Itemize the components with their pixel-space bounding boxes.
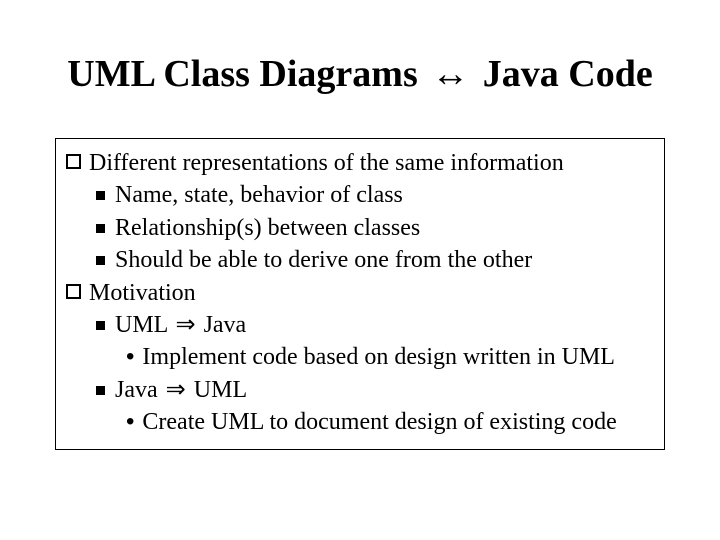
slide-title: UML Class Diagrams ↔ Java Code	[0, 52, 720, 96]
list-item: Should be able to derive one from the ot…	[66, 244, 654, 276]
slide: UML Class Diagrams ↔ Java Code Different…	[0, 0, 720, 540]
item-text: Create UML to document design of existin…	[142, 406, 654, 438]
list-item: • Create UML to document design of exist…	[66, 406, 654, 438]
item-text: Name, state, behavior of class	[115, 179, 654, 211]
title-right: Java Code	[483, 53, 653, 95]
list-item: Name, state, behavior of class	[66, 179, 654, 211]
content-box: Different representations of the same in…	[55, 138, 665, 450]
item-text: Different representations of the same in…	[89, 147, 654, 179]
list-item: Relationship(s) between classes	[66, 212, 654, 244]
item-text: Should be able to derive one from the ot…	[115, 244, 654, 276]
list-item: UML ⇒ Java	[66, 309, 654, 341]
list-item: Java ⇒ UML	[66, 374, 654, 406]
right-arrow-icon: ⇒	[173, 312, 197, 338]
square-bullet-icon	[96, 321, 105, 330]
dot-bullet-icon: •	[126, 341, 134, 373]
b1-left: UML	[115, 312, 167, 338]
square-bullet-icon	[96, 191, 105, 200]
item-text: Java ⇒ UML	[115, 374, 654, 406]
right-arrow-icon: ⇒	[164, 377, 188, 403]
b2-right: UML	[194, 377, 247, 403]
item-text: Motivation	[89, 277, 654, 309]
title-left: UML Class Diagrams	[67, 53, 417, 95]
item-text: Relationship(s) between classes	[115, 212, 654, 244]
checkbox-icon	[66, 154, 81, 169]
item-text: Implement code based on design written i…	[142, 341, 654, 373]
square-bullet-icon	[96, 386, 105, 395]
square-bullet-icon	[96, 256, 105, 265]
item-text: UML ⇒ Java	[115, 309, 654, 341]
b2-left: Java	[115, 377, 158, 403]
b1-right: Java	[204, 312, 247, 338]
double-arrow-icon: ↔	[427, 52, 473, 96]
checkbox-icon	[66, 284, 81, 299]
list-item: Motivation	[66, 277, 654, 309]
square-bullet-icon	[96, 224, 105, 233]
list-item: • Implement code based on design written…	[66, 341, 654, 373]
dot-bullet-icon: •	[126, 406, 134, 438]
list-item: Different representations of the same in…	[66, 147, 654, 179]
